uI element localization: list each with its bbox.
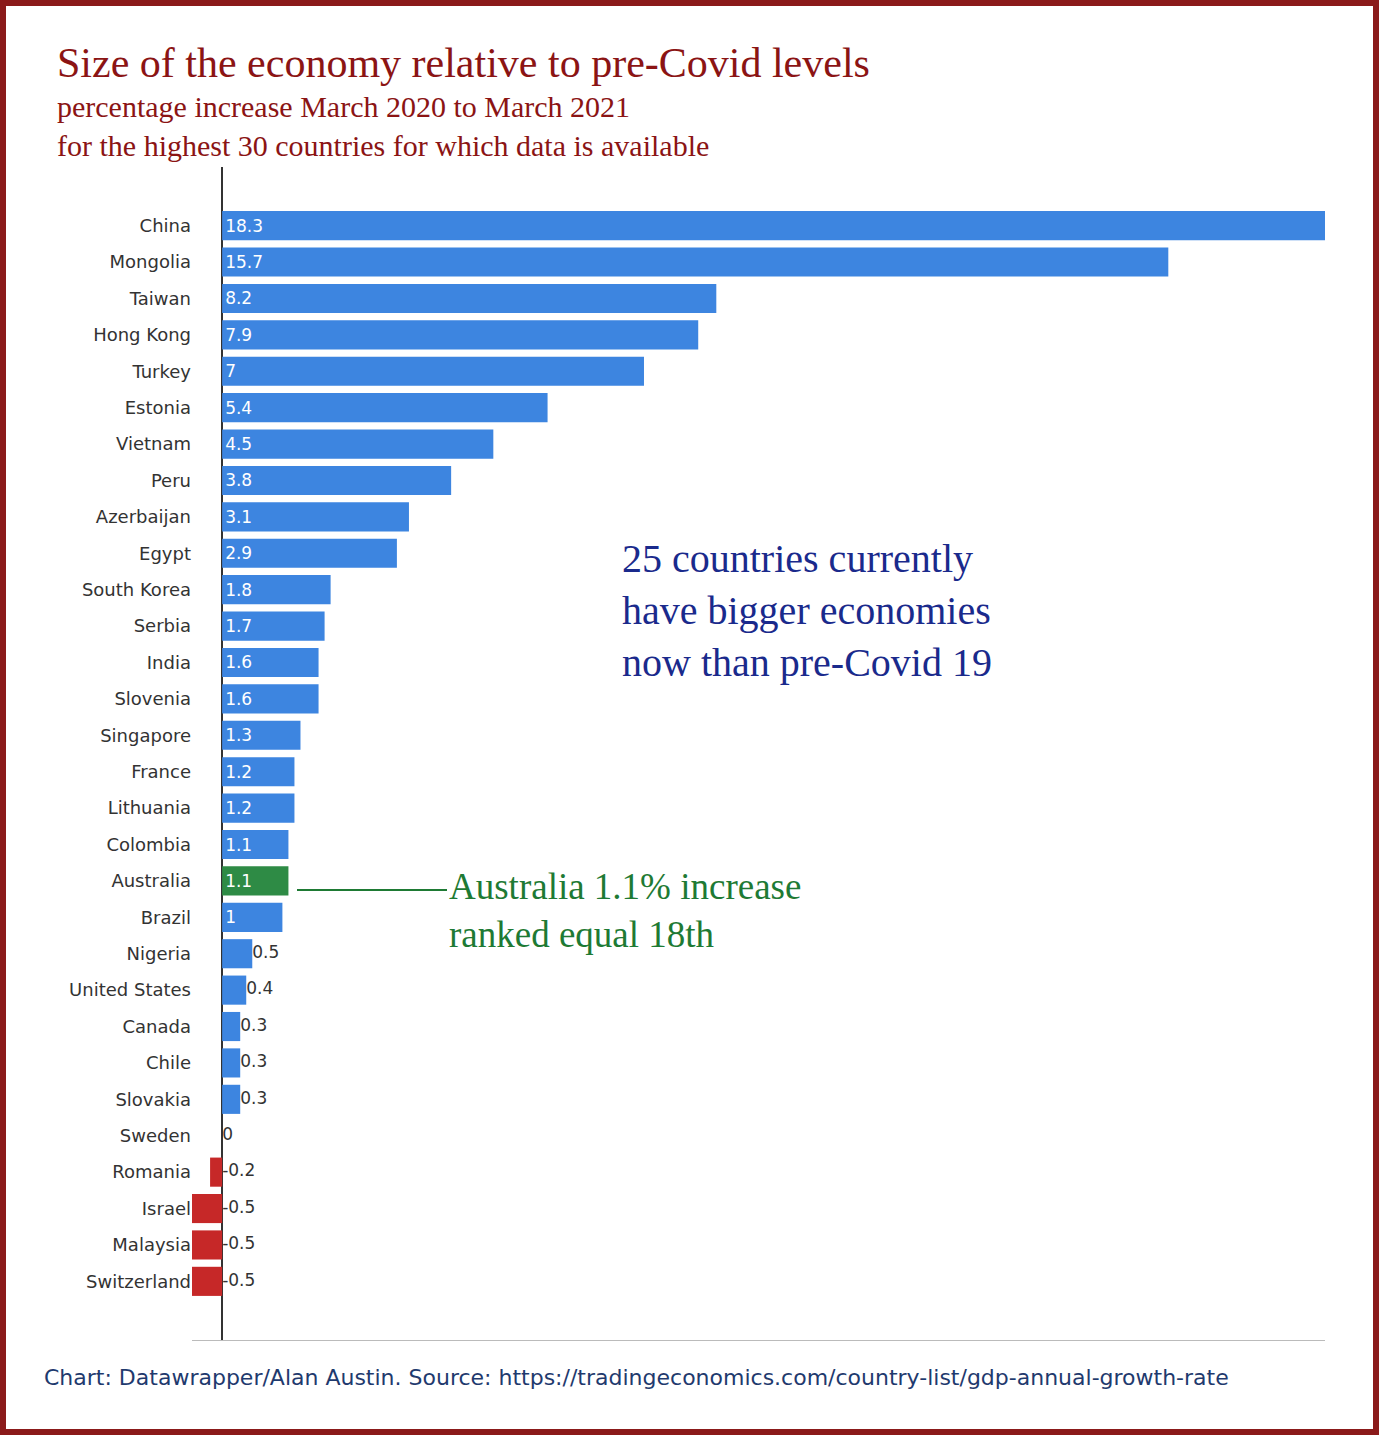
- svg-text:1.1: 1.1: [225, 871, 252, 891]
- svg-text:4.5: 4.5: [225, 434, 252, 454]
- svg-text:1.6: 1.6: [225, 652, 252, 672]
- svg-text:Romania: Romania: [112, 1161, 191, 1182]
- svg-text:2.9: 2.9: [225, 543, 252, 563]
- svg-text:15.7: 15.7: [225, 252, 263, 272]
- svg-text:percentage increase March 2020: percentage increase March 2020 to March …: [57, 90, 709, 162]
- svg-text:Turkey: Turkey: [131, 361, 191, 382]
- svg-text:Sweden: Sweden: [120, 1125, 191, 1146]
- svg-text:3.8: 3.8: [225, 470, 252, 490]
- svg-text:Slovenia: Slovenia: [114, 688, 191, 709]
- svg-text:Australia: Australia: [111, 870, 191, 891]
- svg-text:0.5: 0.5: [252, 942, 279, 962]
- svg-text:5.4: 5.4: [225, 398, 252, 418]
- svg-text:Australia 1.1% increaseranked: Australia 1.1% increaseranked equal 18th: [449, 866, 801, 955]
- svg-text:Egypt: Egypt: [139, 543, 191, 564]
- svg-text:3.1: 3.1: [225, 507, 252, 527]
- svg-text:1.2: 1.2: [225, 798, 252, 818]
- svg-text:0.3: 0.3: [240, 1051, 267, 1071]
- svg-text:0.4: 0.4: [246, 978, 273, 998]
- svg-text:Serbia: Serbia: [134, 615, 191, 636]
- svg-text:France: France: [131, 761, 191, 782]
- svg-text:Colombia: Colombia: [106, 834, 191, 855]
- svg-text:8.2: 8.2: [225, 288, 252, 308]
- svg-text:Hong Kong: Hong Kong: [93, 324, 191, 345]
- svg-text:India: India: [147, 652, 191, 673]
- svg-text:China: China: [140, 215, 191, 236]
- svg-text:Estonia: Estonia: [125, 397, 191, 418]
- svg-text:-0.5: -0.5: [222, 1197, 255, 1217]
- svg-text:Switzerland: Switzerland: [86, 1271, 191, 1292]
- svg-text:1.7: 1.7: [225, 616, 252, 636]
- svg-text:-0.5: -0.5: [222, 1270, 255, 1290]
- svg-text:1: 1: [225, 907, 236, 927]
- svg-text:Azerbaijan: Azerbaijan: [96, 506, 191, 527]
- svg-text:7.9: 7.9: [225, 325, 252, 345]
- svg-text:Taiwan: Taiwan: [129, 288, 191, 309]
- svg-text:Peru: Peru: [151, 470, 191, 491]
- svg-text:1.6: 1.6: [225, 689, 252, 709]
- svg-text:Singapore: Singapore: [100, 725, 191, 746]
- svg-text:-0.2: -0.2: [222, 1160, 255, 1180]
- svg-text:South Korea: South Korea: [82, 579, 191, 600]
- svg-text:Nigeria: Nigeria: [127, 943, 191, 964]
- svg-text:Brazil: Brazil: [141, 907, 191, 928]
- svg-text:Size of the economy relative t: Size of the economy relative to pre-Covi…: [57, 40, 870, 86]
- svg-text:1.1: 1.1: [225, 835, 252, 855]
- svg-text:1.3: 1.3: [225, 725, 252, 745]
- svg-text:Chart: Datawrapper/Alan Austin: Chart: Datawrapper/Alan Austin. Source: …: [44, 1365, 1229, 1390]
- svg-text:18.3: 18.3: [225, 216, 263, 236]
- svg-text:1.2: 1.2: [225, 762, 252, 782]
- svg-text:7: 7: [225, 361, 236, 381]
- svg-text:25 countries currentlyhave big: 25 countries currentlyhave bigger econom…: [622, 536, 992, 685]
- svg-text:Vietnam: Vietnam: [116, 433, 191, 454]
- svg-text:0.3: 0.3: [240, 1015, 267, 1035]
- svg-text:Lithuania: Lithuania: [108, 797, 191, 818]
- svg-text:Israel: Israel: [142, 1198, 191, 1219]
- svg-text:Canada: Canada: [123, 1016, 192, 1037]
- svg-text:-0.5: -0.5: [222, 1233, 255, 1253]
- svg-text:Mongolia: Mongolia: [110, 251, 191, 272]
- svg-text:Slovakia: Slovakia: [115, 1089, 191, 1110]
- svg-text:0.3: 0.3: [240, 1088, 267, 1108]
- svg-text:1.8: 1.8: [225, 580, 252, 600]
- svg-text:United States: United States: [69, 979, 191, 1000]
- svg-text:Malaysia: Malaysia: [112, 1234, 191, 1255]
- svg-text:Chile: Chile: [146, 1052, 191, 1073]
- svg-text:0: 0: [222, 1124, 233, 1144]
